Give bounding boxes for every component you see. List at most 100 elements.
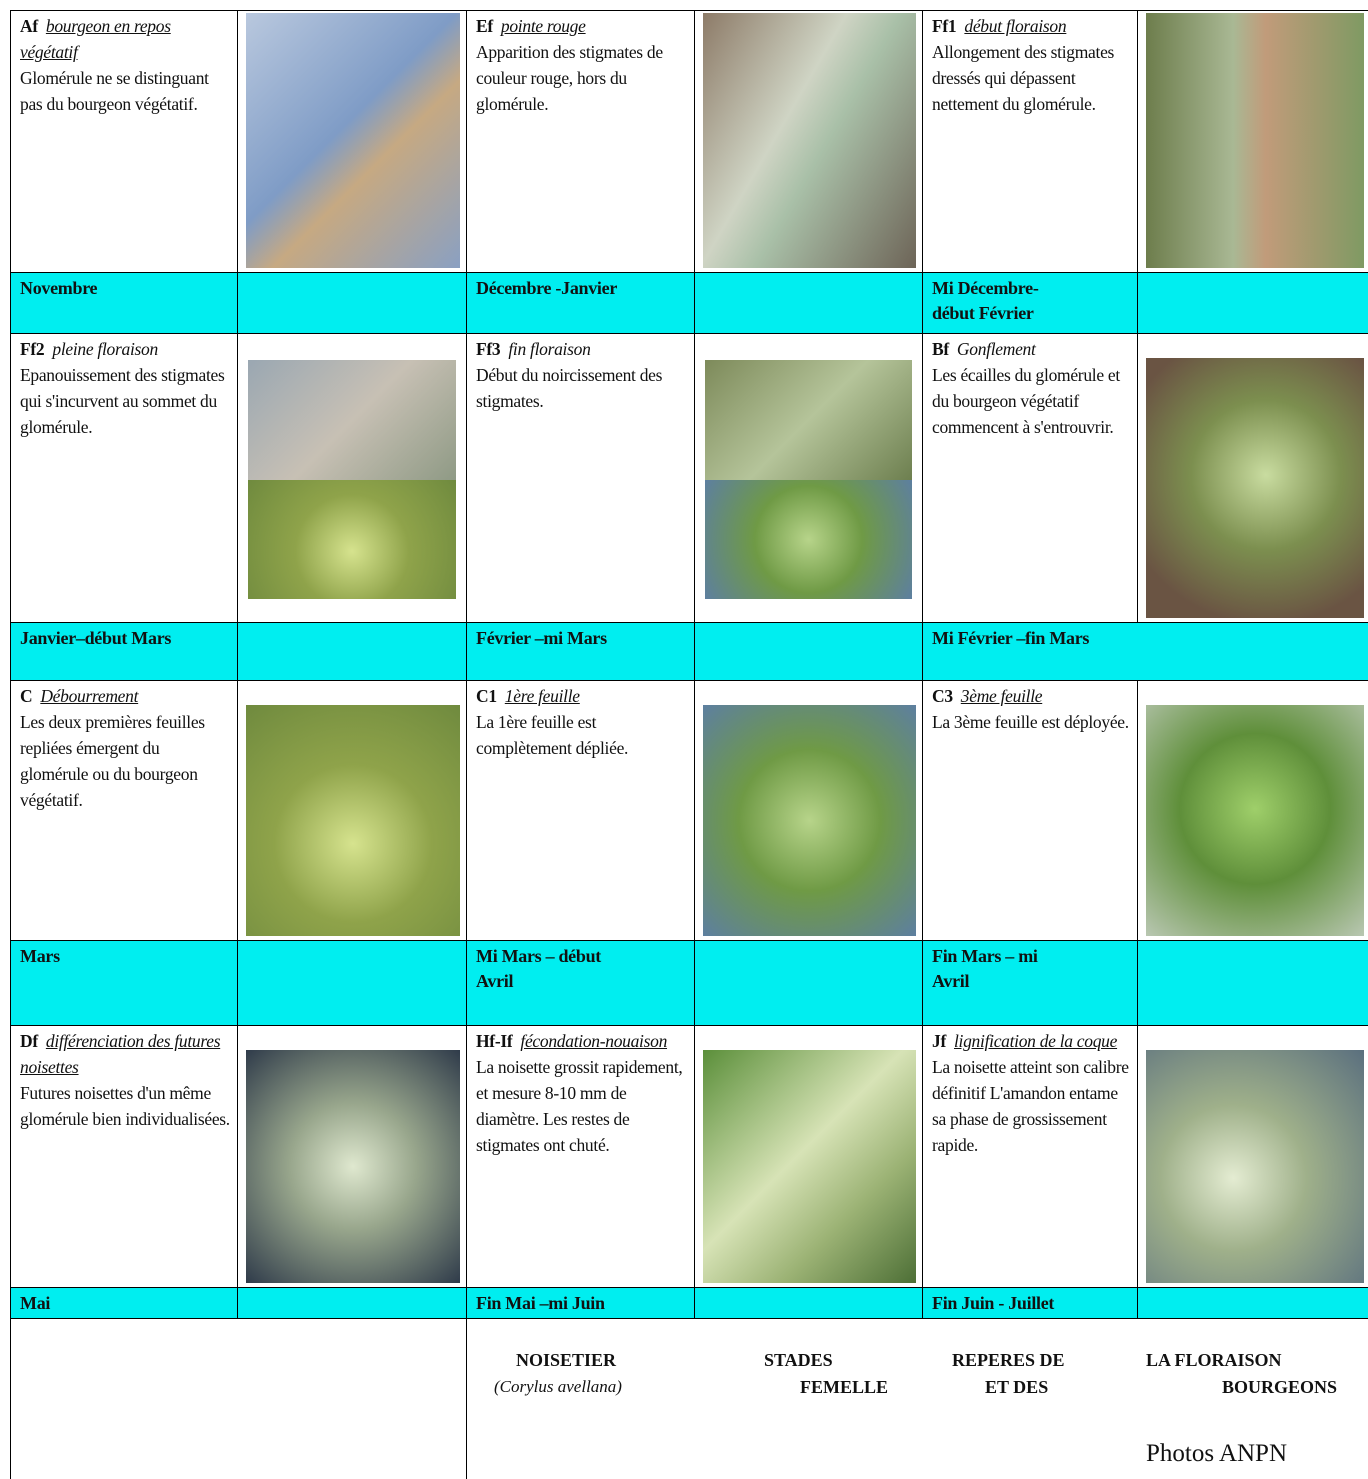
footer-subtitle: (Corylus avellana) [494, 1377, 622, 1396]
stage-text: Df différenciation des futures noisettes F… [20, 1028, 231, 1132]
period-cell: Décembre -Janvier [466, 272, 695, 334]
stage-text: Hf-If fécondation-nouaison La noisette gro… [476, 1028, 688, 1158]
footer-subtitle: BOURGEONS [1222, 1377, 1338, 1397]
stage-text-cell: Jf lignification de la coque La noisette a… [922, 1025, 1138, 1288]
stage-code: Ff2 [20, 339, 45, 359]
stage-image-cell [237, 10, 467, 273]
stage-text: Jf lignification de la coque La noisette a… [932, 1028, 1131, 1158]
stage-description: Les écailles du glomérule et du bourgeon… [932, 365, 1120, 437]
period-text: Mi Décembre-début Février [932, 278, 1039, 323]
stage-description: Glomérule ne se distinguant pas du bourg… [20, 68, 209, 114]
photo [246, 1050, 460, 1283]
stage-description: Les deux premières feuilles repliées éme… [20, 712, 205, 810]
photo [1146, 358, 1364, 618]
period-empty-cell [694, 272, 923, 334]
stage-text-cell: Bf Gonflement Les écailles du glomérule et… [922, 333, 1138, 623]
period-cell: Novembre [10, 272, 238, 334]
stage-name: fécondation-nouaison [520, 1031, 668, 1051]
stage-image-cell [694, 1025, 923, 1288]
stage-text-cell: Df différenciation des futures noisettes F… [10, 1025, 238, 1288]
stage-name: début floraison [964, 16, 1067, 36]
stage-description: La 3ème feuille est déployée. [932, 712, 1129, 732]
stage-image-cell [237, 1025, 467, 1288]
stage-text-cell: C3 3ème feuille La 3ème feuille est déploy… [922, 680, 1138, 941]
stage-text-cell: Ef pointe rouge Apparition des stigmates d… [466, 10, 695, 273]
stage-code: Hf-If [476, 1031, 513, 1051]
stage-name: différenciation des futures noisettes [20, 1031, 221, 1077]
period-empty-cell [694, 940, 923, 1026]
stage-image-cell [237, 333, 467, 623]
stage-text-cell: C Débourrement Les deux premières feuilles… [10, 680, 238, 941]
stage-text: Ff2 pleine floraison Epanouissement des st… [20, 336, 231, 440]
period-cell: Février –mi Mars [466, 622, 695, 681]
period-text: Fin Mai –mi Juin [476, 1293, 605, 1313]
stage-image-cell [1137, 680, 1368, 941]
photo [1146, 705, 1364, 936]
period-cell: Fin Juin - Juillet [922, 1287, 1138, 1319]
period-text: Fin Juin - Juillet [932, 1293, 1055, 1313]
footer-subtitle: ET DES [985, 1377, 1049, 1397]
stage-text: Ef pointe rouge Apparition des stigmates d… [476, 13, 688, 117]
stage-description: Apparition des stigmates de couleur roug… [476, 42, 663, 114]
stage-name: 1ère feuille [504, 686, 580, 706]
footer-right [466, 1318, 1368, 1479]
photo [1146, 1050, 1364, 1283]
stage-text: C1 1ère feuille La 1ère feuille est complè… [476, 683, 688, 761]
stage-name: pleine floraison [52, 339, 158, 359]
stage-description: Allongement des stigmates dressés qui dé… [932, 42, 1115, 114]
stage-image-cell [1137, 333, 1368, 623]
stage-description: La noisette atteint son calibre définiti… [932, 1057, 1129, 1155]
period-empty-cell [237, 1287, 467, 1319]
footer-title: REPERES DE [952, 1350, 1065, 1370]
stage-code: C1 [476, 686, 497, 706]
stage-description: Epanouissement des stigmates qui s'incur… [20, 365, 225, 437]
stage-image-cell [1137, 10, 1368, 273]
stage-image-cell [694, 333, 923, 623]
stage-image-cell [1137, 1025, 1368, 1288]
stage-text-cell: Ff3 fin floraison Début du noircissement d… [466, 333, 695, 623]
stage-code: Df [20, 1031, 38, 1051]
stage-description: La noisette grossit rapidement, et mesur… [476, 1057, 683, 1155]
period-empty-cell [237, 272, 467, 334]
period-text: Mars [20, 946, 60, 966]
photo [246, 13, 460, 268]
footer-title: STADES [764, 1350, 833, 1370]
stage-image-cell [694, 680, 923, 941]
stage-image-cell [694, 10, 923, 273]
stage-name: Débourrement [40, 686, 139, 706]
stage-text-cell: Hf-If fécondation-nouaison La noisette gro… [466, 1025, 695, 1288]
stage-code: Jf [932, 1031, 946, 1051]
stage-text: Ff3 fin floraison Début du noircissement d… [476, 336, 688, 414]
stage-description: Début du noircissement des stigmates. [476, 365, 663, 411]
stage-code: Bf [932, 339, 949, 359]
period-empty-cell [694, 622, 923, 681]
stage-code: Ff3 [476, 339, 501, 359]
photo [703, 705, 916, 936]
stage-text-cell: Af bourgeon en repos végétatif Glomérule n… [10, 10, 238, 273]
footer-left [10, 1318, 467, 1479]
period-text: Novembre [20, 278, 98, 298]
period-text: Janvier–début Mars [20, 628, 172, 648]
stage-name: fin floraison [508, 339, 591, 359]
photo [248, 360, 456, 480]
period-text: Décembre -Janvier [476, 278, 618, 298]
stage-text: Af bourgeon en repos végétatif Glomérule n… [20, 13, 231, 117]
period-cell: Fin Mai –mi Juin [466, 1287, 695, 1319]
photo [705, 479, 912, 599]
period-cell: Fin Mars – mi Avril [922, 940, 1138, 1026]
stage-code: C [20, 686, 33, 706]
stage-text-cell: C1 1ère feuille La 1ère feuille est complè… [466, 680, 695, 941]
period-empty-cell [1137, 272, 1368, 334]
photo [246, 705, 460, 936]
footer-title: NOISETIER [516, 1350, 617, 1370]
stage-name: 3ème feuille [960, 686, 1043, 706]
period-empty-cell [694, 1287, 923, 1319]
stage-code: Ef [476, 16, 493, 36]
period-cell: Mi Mars – début Avril [466, 940, 695, 1026]
stage-text: Bf Gonflement Les écailles du glomérule et… [932, 336, 1131, 440]
footer-subtitle: FEMELLE [800, 1377, 889, 1397]
period-empty-cell [237, 940, 467, 1026]
photo-credit: Photos ANPN [1146, 1440, 1288, 1467]
stage-image-cell [237, 680, 467, 941]
